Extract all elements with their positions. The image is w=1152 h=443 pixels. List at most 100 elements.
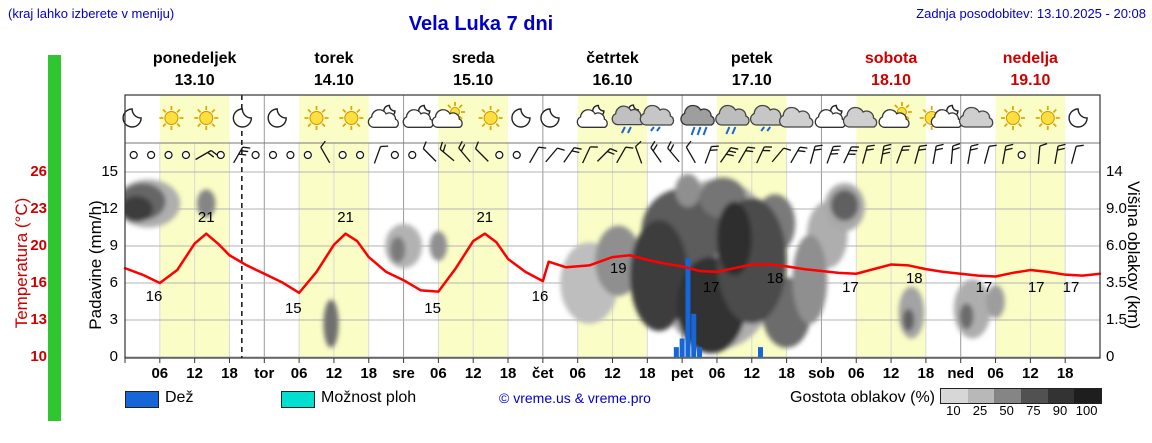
wind-barb: [685, 140, 696, 164]
wind-barb: [596, 148, 618, 162]
wind-barb: [233, 146, 251, 164]
temp-value-label: 18: [905, 269, 923, 287]
wind-calm-symbol: [129, 150, 138, 160]
cloud-shading: [125, 173, 1005, 354]
cloud-height-axis-tick: 3.5: [1106, 274, 1127, 291]
precip-axis-tick: 12: [101, 200, 118, 217]
precip-axis-tick: 3: [109, 311, 118, 328]
cloud-height-axis-tick: 6.0: [1106, 237, 1127, 254]
precip-axis-tick: 0: [109, 348, 118, 365]
temp-value-label: 18: [766, 269, 784, 287]
density-tick: 50: [999, 403, 1014, 418]
wind-barb: [967, 143, 979, 164]
time-tick: 06: [708, 365, 726, 382]
weather-icon-cloud-drizzle: [639, 104, 675, 132]
wind-calm-symbol: [147, 150, 156, 160]
day-date: 19.10: [1010, 72, 1051, 89]
day-name: nedelja: [1002, 50, 1058, 67]
wind-barb: [545, 147, 565, 163]
day-name: sreda: [451, 50, 495, 67]
density-scale-segment: [1021, 389, 1048, 403]
density-tick: 10: [946, 403, 961, 418]
weather-icon-sun: [194, 106, 219, 130]
day-name: torek: [314, 50, 354, 67]
day-date: 15.10: [453, 72, 494, 89]
wind-barb: [771, 147, 792, 163]
temp-axis-tick: 23: [30, 200, 47, 217]
time-tick: 18: [360, 365, 378, 382]
wind-barb: [880, 143, 892, 164]
wind-calm-symbol: [408, 150, 417, 160]
wind-barb: [896, 145, 911, 164]
temp-value-label: 21: [337, 208, 354, 226]
wind-barb: [1054, 143, 1066, 164]
weather-icon-sun: [478, 106, 503, 130]
wind-calm-symbol: [181, 150, 191, 160]
day-date: 16.10: [592, 72, 633, 89]
time-tick: 06: [987, 365, 1004, 382]
temp-axis-tick: 13: [30, 311, 47, 328]
weather-icon-cloud-moon: [367, 104, 399, 128]
wind-barb: [704, 145, 719, 164]
time-tick: 18: [917, 365, 935, 382]
time-tick: 12: [1022, 365, 1039, 382]
wind-barb: [843, 146, 859, 164]
wind-barb: [1002, 143, 1014, 164]
weather-icons-row: [122, 102, 1088, 136]
wind-calm-symbol: [286, 150, 295, 160]
cloud-density-scale: [940, 388, 1102, 404]
density-scale-segment: [1074, 389, 1102, 403]
day-name: ponedeljek: [152, 50, 237, 67]
weather-icon-sun: [1000, 106, 1025, 130]
weather-icon-moon: [122, 108, 142, 128]
temp-axis-tick: 10: [30, 348, 47, 365]
temp-value-label: 15: [284, 300, 302, 318]
wind-barb: [790, 146, 808, 164]
time-tick: 06: [290, 365, 308, 382]
gridlines: [125, 95, 1100, 358]
day-name: petek: [730, 50, 773, 67]
cloud-height-axis-tick: 14: [1106, 163, 1123, 180]
temperature-scale-strip: [48, 55, 61, 421]
time-tick: 18: [778, 365, 795, 382]
wind-barb: [1070, 144, 1084, 164]
weather-icon-moon: [511, 108, 531, 128]
time-tick: 06: [151, 365, 169, 382]
density-tick: 90: [1052, 403, 1068, 418]
density-tick: 100: [1075, 403, 1098, 418]
density-scale-segment: [994, 389, 1022, 403]
time-tick: 12: [882, 365, 900, 382]
wind-calm-symbol: [495, 150, 504, 160]
cloud-density-legend-label: Gostota oblakov (%): [790, 389, 935, 406]
density-tick: 25: [972, 403, 988, 418]
wind-barb: [320, 140, 331, 164]
weather-icon-moon: [267, 108, 287, 128]
day-abbr: sob: [808, 365, 835, 382]
wind-barb: [983, 144, 997, 164]
wind-barb: [826, 145, 841, 164]
time-tick: 12: [743, 365, 761, 382]
weather-icon-cloud-moon: [930, 104, 962, 128]
wind-barb: [458, 141, 471, 163]
wind-barb: [914, 144, 928, 164]
wind-barb: [581, 146, 598, 164]
precip-axis-tick: 15: [101, 163, 118, 180]
weather-icon-cloud-heavy-rain: [680, 104, 715, 136]
temp-value-label: 15: [424, 300, 441, 318]
wind-calm-symbol: [355, 150, 365, 160]
wind-barb: [738, 146, 756, 164]
time-tick: 06: [847, 365, 865, 382]
wind-barb: [422, 141, 437, 162]
time-tick: 18: [638, 365, 656, 382]
weather-icon-sun-cloud: [431, 102, 465, 128]
chart-frame: [124, 94, 1101, 363]
wind-barbs-row: [129, 140, 1084, 165]
copyright-link[interactable]: © vreme.us & vreme.pro: [499, 390, 651, 406]
precip-axis-tick: 6: [109, 274, 118, 291]
time-tick: 12: [604, 365, 621, 382]
cloud-height-axis-tick: 9.0: [1106, 200, 1127, 217]
weather-icon-sun: [304, 106, 329, 130]
cloud-height-axis-tick: 1.5: [1106, 311, 1127, 328]
